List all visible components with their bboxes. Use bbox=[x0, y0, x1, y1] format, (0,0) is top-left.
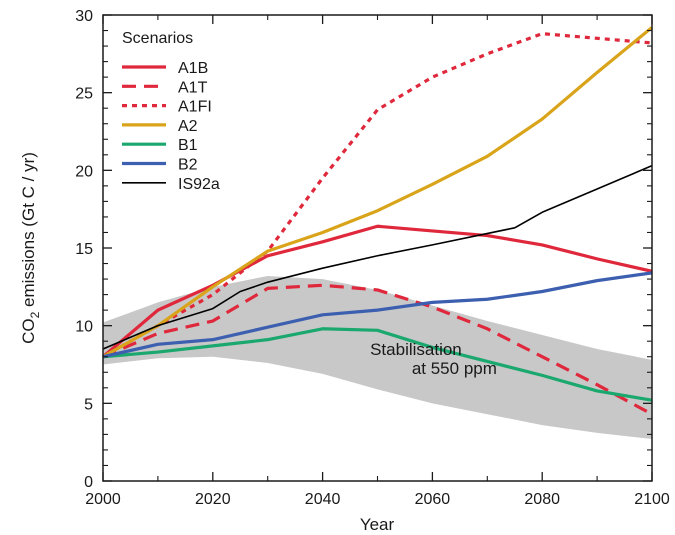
y-axis-label-subscript: 2 bbox=[28, 311, 42, 318]
x-tick-label: 2060 bbox=[415, 491, 451, 508]
legend-title: Scenarios bbox=[122, 30, 193, 47]
tick-layer: 2000 2020 2040 2060 2080 2100 0 5 10 15 20 25 30 bbox=[75, 8, 670, 508]
series-b2-line bbox=[102, 271, 653, 359]
stabilisation-band-layer bbox=[103, 275, 652, 440]
legend-label-is92a: IS92a bbox=[178, 176, 220, 193]
x-tick-label: 2100 bbox=[634, 491, 670, 508]
series-a1b-line bbox=[101, 224, 653, 358]
series-a1t-line bbox=[102, 283, 653, 416]
annotation-line-1: Stabilisation bbox=[370, 340, 462, 359]
x-tick-label: 2080 bbox=[524, 491, 560, 508]
legend-label-a1t: A1T bbox=[178, 79, 208, 96]
y-axis-label: CO2 emissions (Gt C / yr) bbox=[19, 152, 42, 344]
series-layer bbox=[101, 26, 654, 416]
series-is92a-line bbox=[102, 164, 653, 350]
x-tick-label: 2020 bbox=[195, 491, 231, 508]
series-a2-line bbox=[102, 26, 654, 359]
x-tick-label: 2000 bbox=[85, 491, 121, 508]
y-tick-label: 15 bbox=[75, 241, 93, 258]
series-b1-line bbox=[102, 327, 653, 402]
y-tick-label: 0 bbox=[84, 474, 93, 491]
legend-label-b1: B1 bbox=[178, 137, 198, 154]
legend-label-a2: A2 bbox=[178, 118, 198, 135]
y-tick-label: 20 bbox=[75, 163, 93, 180]
legend-label-a1b: A1B bbox=[178, 60, 208, 77]
x-tick-label: 2040 bbox=[305, 491, 341, 508]
stabilisation-550ppm-band bbox=[103, 275, 652, 440]
legend-label-b2: B2 bbox=[178, 157, 198, 174]
y-tick-label: 10 bbox=[75, 319, 93, 336]
x-axis-label: Year bbox=[360, 515, 395, 534]
annotation-line-2: at 550 ppm bbox=[412, 359, 497, 378]
y-axis-label-suffix: emissions (Gt C / yr) bbox=[19, 152, 38, 312]
legend: Scenarios A1B A1T A1FI A2 B1 B2 IS92a bbox=[122, 30, 220, 193]
y-tick-label: 5 bbox=[84, 396, 93, 413]
legend-label-a1fi: A1FI bbox=[178, 99, 212, 116]
y-tick-label: 30 bbox=[75, 8, 93, 25]
y-tick-label: 25 bbox=[75, 86, 93, 103]
y-axis-label-prefix: CO bbox=[19, 318, 38, 344]
